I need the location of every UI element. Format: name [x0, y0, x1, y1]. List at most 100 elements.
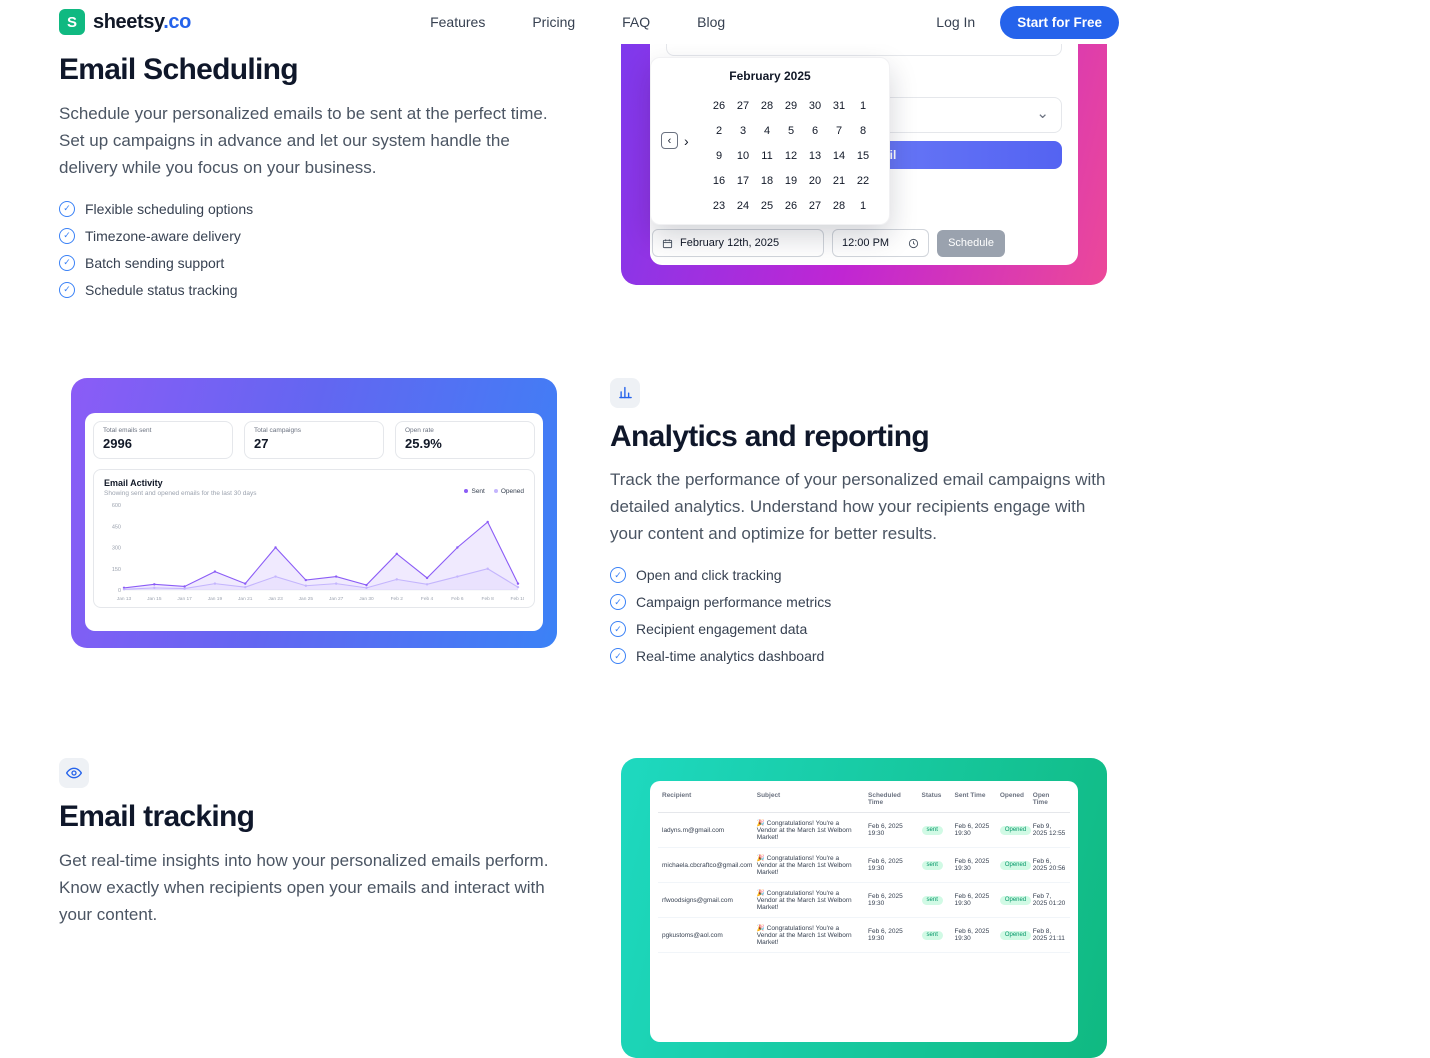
calendar-day[interactable]: 30 [808, 99, 822, 112]
svg-text:Feb 2: Feb 2 [391, 596, 404, 602]
scheduling-form-panel: ⌄ Send Email February 12th, 2025 12:00 P… [650, 14, 1078, 265]
analytics-feature-list: ✓ Open and click tracking ✓ Campaign perfor… [610, 567, 1111, 664]
feature-item: ✓ Timezone-aware delivery [59, 227, 560, 244]
check-circle-icon: ✓ [610, 567, 626, 583]
calendar-day[interactable]: 6 [811, 124, 819, 137]
calendar-day[interactable]: 13 [808, 149, 822, 162]
start-for-free-button[interactable]: Start for Free [1000, 5, 1119, 39]
calendar-day[interactable]: 11 [761, 149, 773, 162]
calendar-day[interactable]: 9 [715, 149, 723, 162]
column-header: Sent Time [950, 785, 996, 813]
opened-badge: Opened [999, 825, 1032, 835]
check-circle-icon: ✓ [59, 281, 75, 298]
status-badge: sent [921, 895, 943, 905]
opened-cell: Opened [995, 812, 1032, 848]
feature-item: ✓ Flexible scheduling options [59, 200, 560, 217]
calendar-day[interactable]: 17 [736, 174, 750, 187]
calendar-day[interactable]: 5 [787, 124, 795, 137]
status-cell: sent [917, 917, 951, 953]
calendar-day[interactable]: 28 [760, 99, 774, 112]
calendar-day[interactable]: 28 [832, 199, 846, 212]
calendar-day[interactable]: 22 [856, 174, 870, 187]
email-activity-chart: 0 150 300 450 600 Jan 13 Jan 15 Jan 17 Jan 19 Jan… [112, 503, 524, 602]
nav-link-pricing[interactable]: Pricing [532, 14, 576, 30]
logo-icon: S [59, 9, 85, 35]
table-row[interactable]: michaela.cbcraftco@gmail.com 🎉 Congratula… [658, 847, 1070, 883]
scheduling-visual-column: ⌄ Send Email February 12th, 2025 12:00 P… [621, 14, 1107, 285]
scheduled-time-cell: Feb 6, 2025 19:30 [864, 917, 918, 953]
calendar-day[interactable]: 15 [856, 149, 870, 162]
tracking-table: Recipient Subject Scheduled Time Status Sent… [658, 785, 1070, 953]
calendar-day[interactable]: 8 [859, 124, 867, 137]
nav-link-blog[interactable]: Blog [697, 14, 726, 30]
calendar-day[interactable]: 27 [736, 99, 750, 112]
calendar-day[interactable]: 24 [736, 199, 750, 212]
calendar-day[interactable]: 18 [760, 174, 774, 187]
stat-card: Total campaigns 27 [244, 420, 384, 459]
opened-badge: Opened [999, 930, 1032, 940]
scheduling-description: Schedule your personalized emails to be … [59, 103, 548, 177]
calendar-icon [662, 238, 673, 249]
sent-time-cell: Feb 6, 2025 19:30 [950, 882, 996, 918]
scheduling-feature-list: ✓ Flexible scheduling options ✓ Timezone-aw… [59, 200, 560, 298]
calendar-prev-button[interactable]: ‹ [661, 132, 678, 149]
calendar-day[interactable]: 21 [832, 174, 846, 187]
scheduled-time-cell: Feb 6, 2025 19:30 [864, 882, 918, 918]
calendar-day[interactable]: 31 [832, 99, 846, 112]
calendar-day[interactable]: 10 [736, 149, 750, 162]
calendar-day[interactable]: 20 [808, 174, 822, 187]
logo[interactable]: S sheetsy.co [59, 9, 219, 35]
calendar-day[interactable]: 19 [784, 174, 798, 187]
calendar-day[interactable]: 3 [739, 124, 747, 137]
check-circle-icon: ✓ [610, 594, 626, 610]
table-row[interactable]: ladyns.m@gmail.com 🎉 Congratulations! You… [658, 812, 1070, 848]
analytics-title: Analytics and reporting [610, 419, 930, 453]
time-input[interactable]: 12:00 PM [832, 229, 929, 257]
calendar-day[interactable]: 12 [784, 149, 798, 162]
logo-name: sheetsy [93, 10, 164, 33]
calendar-day[interactable]: 1 [859, 99, 867, 112]
calendar-day[interactable]: 29 [784, 99, 798, 112]
svg-text:300: 300 [112, 545, 121, 551]
feature-item: ✓ Recipient engagement data [610, 621, 1111, 637]
nav-link-features[interactable]: Features [430, 14, 486, 30]
recipient-cell: ladyns.m@gmail.com [658, 812, 753, 848]
sent-time-cell: Feb 6, 2025 19:30 [950, 847, 996, 883]
calendar-day[interactable]: 2 [715, 124, 723, 137]
stats-row: Total emails sent 2996 Total campaigns 27 Op… [93, 420, 535, 459]
svg-text:Jan 19: Jan 19 [208, 596, 223, 602]
subject-cell: 🎉 Congratulations! You're a Vendor at th… [752, 917, 864, 953]
feature-label: Flexible scheduling options [85, 200, 254, 217]
calendar-day[interactable]: 14 [832, 149, 846, 162]
calendar-day[interactable]: 25 [760, 199, 774, 212]
column-header: Opened [995, 785, 1029, 813]
calendar-day[interactable]: 23 [712, 199, 726, 212]
email-activity-chart-card: Email Activity Showing sent and opened e… [93, 468, 535, 608]
calendar-next-button[interactable]: › [684, 132, 689, 149]
nav-link-faq[interactable]: FAQ [622, 14, 651, 30]
date-input[interactable]: February 12th, 2025 [652, 229, 824, 257]
login-link[interactable]: Log In [936, 14, 976, 30]
calendar-popup: February 2025 ‹ › 26 27 28 29 30 31 1 2 3 4 5 6 7 8 9 1… [650, 57, 890, 225]
stat-value: 27 [254, 435, 269, 451]
tracking-icon-badge [59, 758, 89, 788]
calendar-day[interactable]: 26 [784, 199, 798, 212]
opened-cell: Opened [995, 847, 1032, 883]
calendar-day[interactable]: 4 [763, 124, 771, 137]
table-row[interactable]: pgkustoms@aol.com 🎉 Congratulations! You'… [658, 917, 1070, 953]
calendar-day[interactable]: 26 [712, 99, 726, 112]
open-time-cell: Feb 8, 2025 21:11 [1028, 917, 1070, 953]
schedule-button[interactable]: Schedule [937, 229, 1005, 257]
calendar-nav: ‹ › [661, 132, 689, 149]
opened-badge: Opened [999, 895, 1032, 905]
recipient-cell: rfwoodsigns@gmail.com [658, 882, 753, 918]
check-circle-icon: ✓ [59, 200, 75, 217]
calendar-day[interactable]: 1 [859, 199, 867, 212]
calendar-day[interactable]: 27 [808, 199, 822, 212]
status-badge: sent [921, 825, 943, 835]
analytics-text-column: Analytics and reporting Track the perfor… [610, 377, 1111, 676]
table-row[interactable]: rfwoodsigns@gmail.com 🎉 Congratulations! … [658, 882, 1070, 918]
calendar-day[interactable]: 7 [835, 124, 843, 137]
calendar-day[interactable]: 16 [712, 174, 726, 187]
feature-label: Campaign performance metrics [636, 594, 832, 610]
